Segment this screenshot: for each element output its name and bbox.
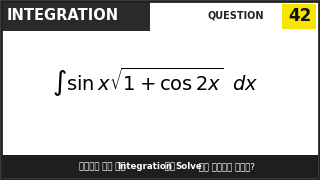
Text: को: को xyxy=(162,162,177,171)
FancyBboxPatch shape xyxy=(282,4,316,29)
FancyBboxPatch shape xyxy=(2,2,150,31)
Text: $\int \sin x \sqrt{1 + \cos 2x}\;\; dx$: $\int \sin x \sqrt{1 + \cos 2x}\;\; dx$ xyxy=(52,66,258,99)
Text: कर सकते हैं?: कर सकते हैं? xyxy=(196,162,255,171)
Text: क्या आप इस: क्या आप इस xyxy=(79,162,128,171)
Text: Integration: Integration xyxy=(117,162,172,171)
Text: 42: 42 xyxy=(288,7,312,25)
Text: Solve: Solve xyxy=(176,162,202,171)
FancyBboxPatch shape xyxy=(2,155,318,178)
Text: QUESTION: QUESTION xyxy=(208,11,265,21)
Text: INTEGRATION: INTEGRATION xyxy=(7,8,119,24)
